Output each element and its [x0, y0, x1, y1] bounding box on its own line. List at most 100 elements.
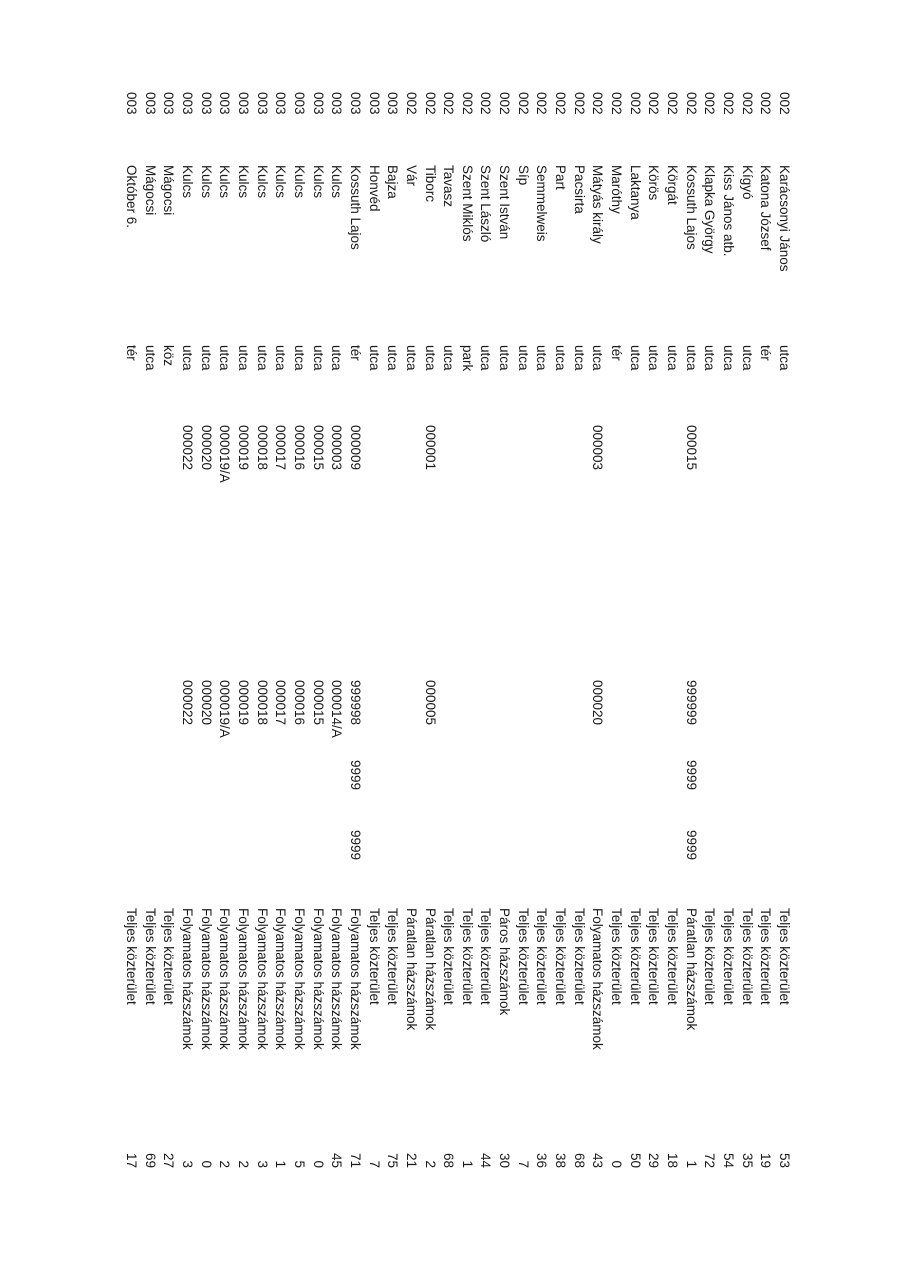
street-type-cell: utca	[683, 345, 699, 371]
house-number-to-cell: 000019	[235, 680, 251, 726]
table-row: 003 Kulcs utca 000003 000014/A Folyamatos ház…	[327, 0, 346, 1280]
district-code-cell: 003	[291, 92, 307, 115]
district-code-cell: 002	[627, 92, 643, 115]
scope-cell: Teljes közterület	[515, 908, 531, 1005]
table-row: 003 Kulcs utca 000016 000016 Folyamatos házsz…	[289, 0, 308, 1280]
count-cell: 36	[534, 1152, 550, 1168]
street-name-cell: Klapka György	[702, 165, 718, 254]
table-row: 003 Kulcs utca 000020 000020 Folyamatos házsz…	[196, 0, 215, 1280]
street-type-cell: utca	[534, 345, 550, 371]
street-name-cell: Kulcs	[291, 165, 307, 199]
count-cell: 45	[329, 1152, 345, 1168]
district-code-cell: 002	[497, 92, 513, 115]
count-cell: 1	[459, 1160, 475, 1168]
count-cell: 71	[347, 1152, 363, 1168]
table-row: 002 Kígyó utca Teljes közterület 35	[737, 0, 756, 1280]
district-code-cell: 003	[310, 92, 326, 115]
scope-cell: Teljes közterület	[571, 908, 587, 1005]
scope-cell: Folyamatos házszámok	[291, 908, 307, 1050]
street-name-cell: Tiborc	[422, 165, 438, 203]
district-code-cell: 002	[459, 92, 475, 115]
scope-cell: Teljes közterület	[777, 908, 792, 1005]
district-code-cell: 003	[198, 92, 214, 115]
scope-cell: Folyamatos házszámok	[217, 908, 233, 1050]
table-row: 002 Pacsirta utca Teljes közterület 68	[569, 0, 588, 1280]
scope-cell: Folyamatos házszámok	[235, 908, 251, 1050]
table-row: 002 Maróthy tér Teljes közterület 0	[606, 0, 625, 1280]
district-code-cell: 002	[441, 92, 457, 115]
street-type-cell: utca	[422, 345, 438, 371]
house-number-from-cell: 000003	[590, 425, 606, 471]
house-number-to-cell: 999998	[347, 680, 363, 726]
scope-cell: Teljes közterület	[385, 908, 401, 1005]
house-number-from-cell: 000015	[310, 425, 326, 471]
scope-cell: Teljes közterület	[665, 908, 681, 1005]
street-name-cell: Honvéd	[366, 165, 382, 212]
street-name-cell: Körös	[646, 165, 662, 201]
street-type-cell: utca	[217, 345, 233, 371]
street-type-cell: park	[459, 345, 475, 372]
count-cell: 35	[739, 1152, 755, 1168]
street-type-cell: utca	[721, 345, 737, 371]
street-type-cell: utca	[329, 345, 345, 371]
table-row: 002 Klapka György utca Teljes közterület 72	[700, 0, 719, 1280]
district-code-cell: 003	[347, 92, 363, 115]
street-name-cell: Október 6.	[124, 165, 140, 229]
street-type-cell: utca	[515, 345, 531, 371]
scope-cell: Teljes közterület	[721, 908, 737, 1005]
scope-cell: Folyamatos házszámok	[273, 908, 289, 1050]
table-row: 003 Kossuth Lajos tér 000009 999998 9999 9999 F…	[345, 0, 364, 1280]
house-number-from-cell: 000020	[198, 425, 214, 471]
street-name-cell: Szent László	[478, 165, 494, 243]
scope-cell: Folyamatos házszámok	[347, 908, 363, 1050]
house-number-from-cell: 000019/A	[217, 425, 233, 483]
street-name-cell: Semmelweis	[534, 165, 550, 242]
scope-cell: Folyamatos házszámok	[254, 908, 270, 1050]
house-number-from-cell: 000022	[180, 425, 195, 471]
house-number-from-cell: 000017	[273, 425, 289, 471]
street-name-cell: Mátyás király	[590, 165, 606, 244]
street-type-cell: utca	[702, 345, 718, 371]
street-name-cell: Pacsirta	[571, 165, 587, 214]
street-type-cell: utca	[235, 345, 251, 371]
street-name-cell: Vár	[403, 165, 419, 187]
street-name-cell: Kulcs	[180, 165, 195, 199]
street-name-cell: Part	[553, 165, 569, 190]
count-cell: 18	[665, 1152, 681, 1168]
house-number-from-cell: 000016	[291, 425, 307, 471]
district-code-cell: 002	[590, 92, 606, 115]
street-type-cell: utca	[665, 345, 681, 371]
street-table: 002 Karácsonyi János utca Teljes közterület…	[121, 0, 793, 1280]
district-code-cell: 003	[366, 92, 382, 115]
count-cell: 5	[291, 1160, 307, 1168]
street-name-cell: Kulcs	[198, 165, 214, 199]
count-cell: 50	[627, 1152, 643, 1168]
scope-cell: Teljes közterület	[366, 908, 382, 1005]
house-number-to-cell: 000015	[310, 680, 326, 726]
count-cell: 69	[142, 1152, 158, 1168]
street-type-cell: utca	[553, 345, 569, 371]
street-name-cell: Kulcs	[217, 165, 233, 199]
range-limit-1-cell: 9999	[347, 760, 363, 791]
scope-cell: Teljes közterület	[646, 908, 662, 1005]
street-name-cell: Kiss János atb.	[721, 165, 737, 257]
house-number-from-cell: 000019	[235, 425, 251, 471]
street-type-cell: utca	[646, 345, 662, 371]
district-code-cell: 002	[683, 92, 699, 115]
table-row: 003 Mágocsi köz Teljes közterület 27	[159, 0, 178, 1280]
street-name-cell: Kulcs	[273, 165, 289, 199]
house-number-to-cell: 000018	[254, 680, 270, 726]
count-cell: 43	[590, 1152, 606, 1168]
scope-cell: Teljes közterület	[459, 908, 475, 1005]
table-row: 003 Kulcs utca 000017 000017 Folyamatos házsz…	[271, 0, 290, 1280]
house-number-from-cell: 000015	[683, 425, 699, 471]
scope-cell: Teljes közterület	[702, 908, 718, 1005]
district-code-cell: 002	[422, 92, 438, 115]
scope-cell: Folyamatos házszámok	[329, 908, 345, 1050]
house-number-from-cell: 000018	[254, 425, 270, 471]
district-code-cell: 002	[553, 92, 569, 115]
district-code-cell: 002	[646, 92, 662, 115]
table-row: 002 Laktanya utca Teljes közterület 50	[625, 0, 644, 1280]
street-type-cell: utca	[590, 345, 606, 371]
